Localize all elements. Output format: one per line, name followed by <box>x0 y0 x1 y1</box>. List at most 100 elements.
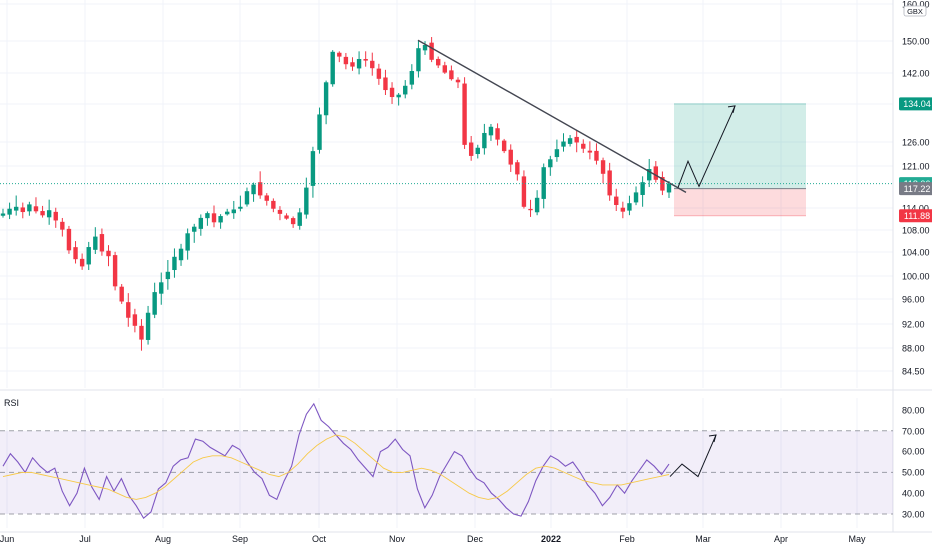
time-tick-label: Jun <box>0 534 14 544</box>
candle-body <box>33 206 39 212</box>
candle-body <box>330 51 335 85</box>
time-tick-label: Jul <box>79 534 91 544</box>
candle-body <box>501 140 507 152</box>
time-tick-label: 2022 <box>541 534 561 544</box>
candle-body <box>548 159 553 168</box>
candle-body <box>475 147 480 155</box>
candle-body <box>449 70 454 80</box>
candle-body <box>416 48 421 72</box>
candle-body <box>462 83 467 145</box>
candle-body <box>396 94 401 98</box>
rsi-tick-label: 60.00 <box>902 447 925 457</box>
candle-body <box>534 197 540 213</box>
candle-body <box>409 71 415 85</box>
candle-body <box>508 149 513 165</box>
price-tag-box <box>899 182 932 196</box>
candle-body <box>389 87 395 98</box>
price-tag-box <box>899 97 932 111</box>
candle-body <box>106 250 111 257</box>
candle-body <box>488 126 494 136</box>
candle-body <box>119 286 124 302</box>
candle-body <box>574 136 579 143</box>
rsi-projection-arrowhead <box>708 434 717 443</box>
price-tick-label: 84.50 <box>902 367 925 377</box>
candle-body <box>561 141 566 147</box>
candle-body <box>79 258 85 267</box>
candle-body <box>581 143 586 149</box>
candle-body <box>323 82 329 116</box>
long-position-tool[interactable] <box>674 103 806 217</box>
candle-body <box>277 209 283 214</box>
candle-body <box>60 221 65 230</box>
price-tag-box <box>899 209 932 223</box>
candle-body <box>257 182 263 196</box>
candle-body <box>666 183 672 193</box>
candle-body <box>172 256 177 271</box>
rsi-tick-label: 80.00 <box>902 406 925 416</box>
candle-body <box>350 62 355 67</box>
candle-body <box>165 271 171 280</box>
candle-body <box>40 211 45 216</box>
candle-body <box>587 150 593 153</box>
price-tag-label: 111.88 <box>904 211 930 221</box>
candle-body <box>337 52 342 57</box>
candle-body <box>567 138 573 144</box>
projection-arrow <box>677 105 736 188</box>
candle-body <box>205 213 210 219</box>
candle-body <box>660 177 665 191</box>
candle-body <box>356 59 362 69</box>
price-tick-label: 126.00 <box>902 138 930 148</box>
candle-body <box>145 312 151 340</box>
currency-label: GBX <box>907 7 923 16</box>
candle-body <box>86 247 91 265</box>
candle-body <box>495 128 500 140</box>
candle-body <box>317 114 322 150</box>
candle-body <box>0 213 6 216</box>
candle-body <box>185 233 190 251</box>
candle-body <box>251 184 256 195</box>
candle-body <box>297 212 302 226</box>
candle-body <box>528 208 533 211</box>
candle-body <box>627 203 632 211</box>
rsi-signal-line <box>2 434 670 500</box>
candle-body <box>231 209 236 214</box>
price-tick-label: 160.00 <box>902 0 930 10</box>
price-tag-label: 134.04 <box>903 99 931 109</box>
candle-body <box>218 216 223 223</box>
candle-body <box>132 314 138 326</box>
candle-body <box>46 210 52 218</box>
axes: 84.50 88.00 92.00 96.00 100.00 104.00 108.00 11… <box>0 0 930 544</box>
time-tick-label: Nov <box>389 534 406 544</box>
candle-body <box>20 207 25 213</box>
candle-body <box>66 228 72 251</box>
drawing-layer <box>0 39 893 194</box>
candle-body <box>284 215 289 219</box>
candle-body <box>436 58 441 66</box>
candle-body <box>304 187 309 215</box>
candle-body <box>541 167 546 199</box>
candle-body <box>112 255 118 287</box>
time-tick-label: Feb <box>619 534 635 544</box>
candle-body <box>363 59 368 61</box>
candle-body <box>310 151 316 186</box>
candle-body <box>7 208 12 215</box>
price-tick-label: 108.00 <box>902 226 930 236</box>
candle-body <box>192 226 197 232</box>
rsi-tick-label: 50.00 <box>902 468 925 478</box>
price-tick-label: 100.00 <box>902 272 930 282</box>
candle-body <box>73 247 78 260</box>
time-tick-label: Apr <box>774 534 788 544</box>
candle-body <box>429 42 434 60</box>
candle-body <box>376 68 382 79</box>
stop-zone <box>674 188 806 216</box>
candle-body <box>482 132 487 149</box>
candle-body <box>198 217 204 229</box>
currency-badge <box>903 5 927 17</box>
candle-body <box>640 182 645 195</box>
candle-body <box>271 200 276 209</box>
rsi-tick-label: 30.00 <box>902 510 925 520</box>
candle-body <box>554 149 560 158</box>
projection-arrowhead <box>727 105 736 114</box>
time-tick-label: Aug <box>155 534 171 544</box>
